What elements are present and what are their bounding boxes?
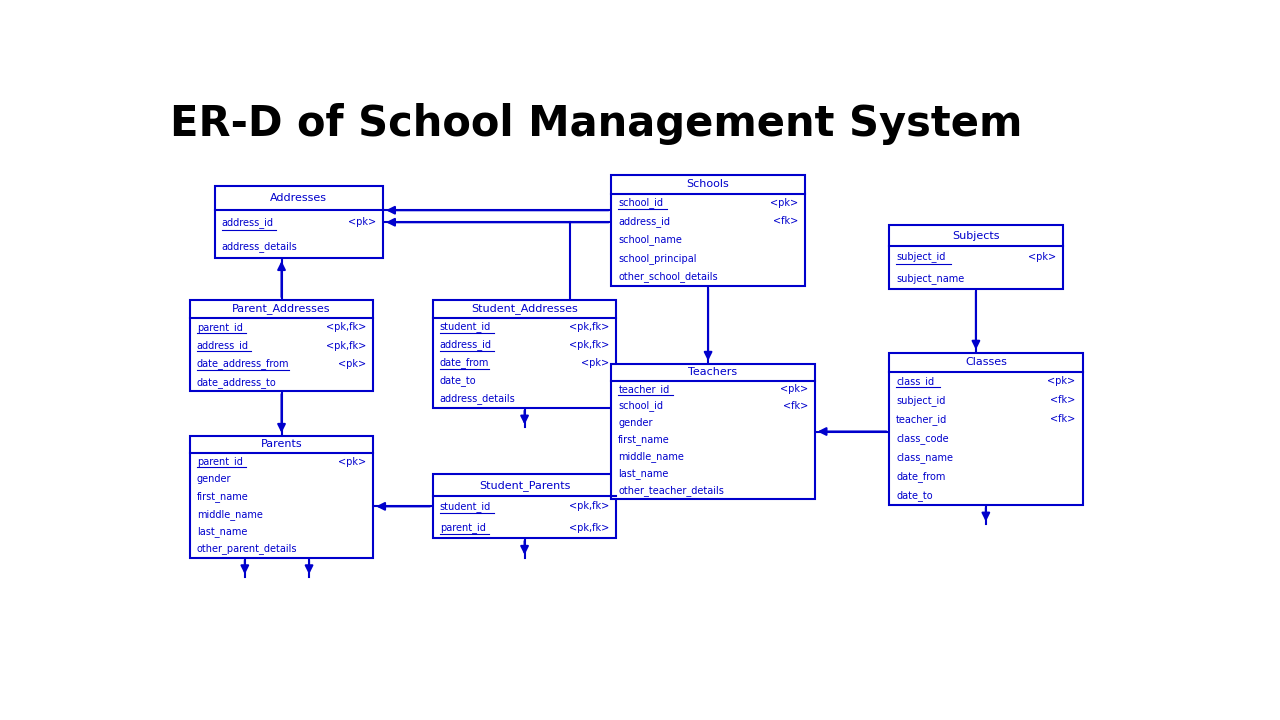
Bar	[433, 300, 617, 408]
Text: Student_Parents: Student_Parents	[479, 480, 571, 490]
Text: last_name: last_name	[618, 469, 668, 480]
Text: ER-D of School Management System: ER-D of School Management System	[170, 103, 1023, 145]
Text: student_id: student_id	[440, 501, 492, 512]
Text: date_address_to: date_address_to	[197, 377, 276, 387]
Text: <pk>: <pk>	[769, 198, 797, 208]
Text: parent_id: parent_id	[440, 522, 485, 533]
Text: last_name: last_name	[197, 526, 247, 537]
Text: <pk>: <pk>	[1047, 376, 1075, 386]
Text: <fk>: <fk>	[782, 401, 808, 411]
Text: address_id: address_id	[618, 216, 671, 227]
Text: gender: gender	[197, 474, 232, 485]
Text: <pk,fk>: <pk,fk>	[326, 341, 366, 351]
Text: <pk>: <pk>	[338, 456, 366, 467]
Text: date_to: date_to	[440, 375, 476, 387]
Text: address_details: address_details	[440, 394, 516, 405]
Text: date_from: date_from	[440, 357, 489, 369]
Bar	[612, 175, 805, 286]
Text: <fk>: <fk>	[1051, 395, 1075, 405]
Text: address_id: address_id	[440, 339, 492, 351]
Text: class_name: class_name	[896, 452, 954, 463]
Bar	[433, 474, 617, 539]
Text: Teachers: Teachers	[689, 367, 737, 377]
Text: Subjects: Subjects	[952, 230, 1000, 240]
Text: date_from: date_from	[896, 471, 946, 482]
Bar	[215, 186, 383, 258]
Text: date_address_from: date_address_from	[197, 359, 289, 369]
Text: middle_name: middle_name	[197, 508, 262, 520]
Text: Parent_Addresses: Parent_Addresses	[232, 304, 330, 315]
Text: <fk>: <fk>	[1051, 414, 1075, 424]
Text: class_code: class_code	[896, 433, 948, 444]
Text: subject_id: subject_id	[896, 251, 946, 262]
Text: subject_id: subject_id	[896, 395, 946, 405]
Text: <pk,fk>: <pk,fk>	[570, 501, 609, 511]
Text: school_id: school_id	[618, 197, 663, 208]
Text: Student_Addresses: Student_Addresses	[471, 303, 579, 315]
Text: teacher_id: teacher_id	[896, 414, 947, 425]
Bar	[890, 353, 1083, 505]
Text: <fk>: <fk>	[773, 216, 797, 226]
Text: address_id: address_id	[221, 217, 274, 228]
Text: school_principal: school_principal	[618, 253, 696, 264]
Text: <pk>: <pk>	[338, 359, 366, 369]
Text: Schools: Schools	[686, 179, 730, 189]
Text: teacher_id: teacher_id	[618, 384, 669, 395]
Text: address_id: address_id	[197, 340, 248, 351]
Bar	[189, 436, 374, 557]
Text: gender: gender	[618, 418, 653, 428]
Text: first_name: first_name	[197, 491, 248, 502]
Text: other_teacher_details: other_teacher_details	[618, 485, 724, 496]
Text: address_details: address_details	[221, 240, 297, 252]
Text: school_name: school_name	[618, 234, 682, 246]
Text: school_id: school_id	[618, 400, 663, 412]
Text: Parents: Parents	[261, 439, 302, 449]
Text: <pk,fk>: <pk,fk>	[326, 323, 366, 333]
Text: other_parent_details: other_parent_details	[197, 544, 297, 554]
Bar	[189, 300, 374, 392]
Bar	[890, 225, 1062, 289]
Text: <pk,fk>: <pk,fk>	[570, 340, 609, 350]
Text: <pk>: <pk>	[348, 217, 376, 228]
Text: <pk,fk>: <pk,fk>	[570, 322, 609, 332]
Text: middle_name: middle_name	[618, 451, 685, 462]
Bar	[612, 364, 815, 500]
Text: subject_name: subject_name	[896, 273, 964, 284]
Text: class_id: class_id	[896, 376, 934, 387]
Text: first_name: first_name	[618, 435, 669, 446]
Text: <pk>: <pk>	[581, 358, 609, 368]
Text: date_to: date_to	[896, 490, 933, 501]
Text: parent_id: parent_id	[197, 322, 243, 333]
Text: <pk>: <pk>	[1028, 252, 1056, 262]
Text: Classes: Classes	[965, 357, 1007, 367]
Text: student_id: student_id	[440, 321, 492, 333]
Text: <pk,fk>: <pk,fk>	[570, 523, 609, 533]
Text: other_school_details: other_school_details	[618, 271, 718, 282]
Text: parent_id: parent_id	[197, 456, 243, 467]
Text: Addresses: Addresses	[270, 193, 328, 203]
Text: <pk>: <pk>	[780, 384, 808, 394]
